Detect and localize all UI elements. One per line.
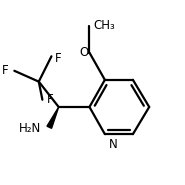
Text: O: O: [80, 46, 89, 59]
Polygon shape: [47, 107, 59, 128]
Text: H₂N: H₂N: [19, 122, 41, 135]
Text: F: F: [47, 93, 53, 106]
Text: N: N: [108, 138, 117, 151]
Text: F: F: [2, 64, 9, 77]
Text: F: F: [55, 52, 62, 65]
Text: CH₃: CH₃: [93, 19, 115, 32]
